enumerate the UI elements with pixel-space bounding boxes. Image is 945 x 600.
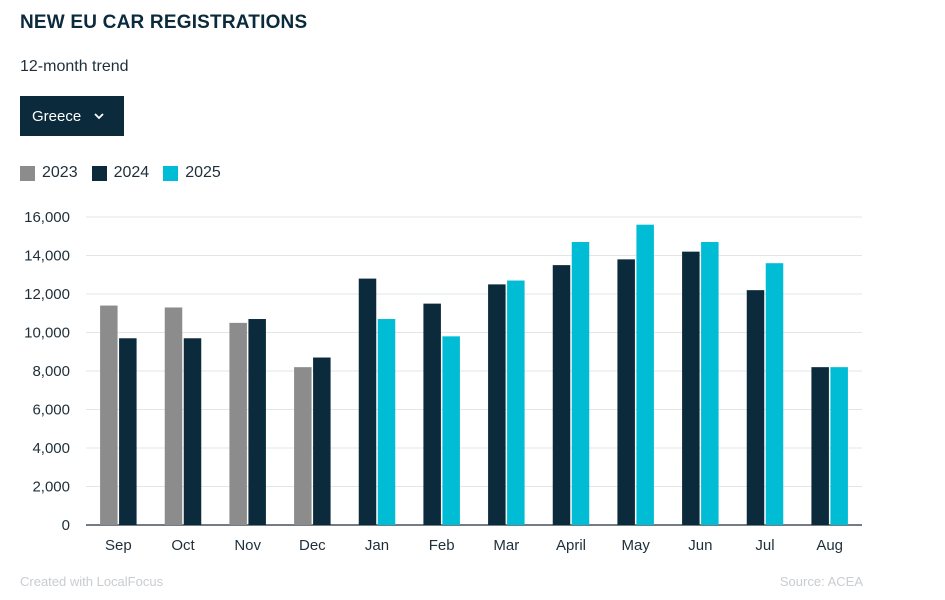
chevron-down-icon xyxy=(94,113,104,120)
y-tick-label: 10,000 xyxy=(24,325,70,342)
bar-2023-dec xyxy=(294,367,312,525)
bar-2025-jan xyxy=(377,319,396,525)
country-dropdown[interactable]: Greece xyxy=(20,96,124,136)
bar-2024-may xyxy=(617,259,635,525)
bar-2025-jun xyxy=(701,242,719,525)
bar-2023-oct xyxy=(164,307,183,525)
y-tick-label: 12,000 xyxy=(24,286,70,303)
bar-2024-dec xyxy=(313,357,331,525)
legend-item-2023[interactable]: 2023 xyxy=(20,164,78,182)
bar-2024-sep xyxy=(119,338,137,525)
y-tick-label: 4,000 xyxy=(32,440,70,457)
bar-2024-jul xyxy=(746,290,765,525)
bar-2024-oct xyxy=(183,338,202,525)
y-tick-label: 6,000 xyxy=(32,402,70,419)
legend-label-2023: 2023 xyxy=(42,164,78,181)
y-tick-label: 16,000 xyxy=(24,209,70,226)
y-tick-label: 2,000 xyxy=(32,479,70,496)
x-tick-label: April xyxy=(556,537,586,554)
legend: 2023 2024 2025 xyxy=(20,164,235,182)
x-tick-label: Jan xyxy=(365,537,389,554)
x-tick-label: Nov xyxy=(234,537,261,554)
x-tick-label: Aug xyxy=(816,537,843,554)
bar-2025-may xyxy=(636,224,654,525)
legend-swatch-2023 xyxy=(20,165,35,181)
bar-2024-nov xyxy=(248,319,266,525)
chart-title: NEW EU CAR REGISTRATIONS xyxy=(20,12,308,33)
x-tick-label: Mar xyxy=(493,537,519,554)
x-tick-label: Dec xyxy=(299,537,326,554)
bar-2023-sep xyxy=(100,305,118,525)
legend-swatch-2024 xyxy=(91,165,107,181)
bar-2025-feb xyxy=(442,336,460,525)
bar-2025-jul xyxy=(765,263,784,525)
chart-subtitle: 12-month trend xyxy=(20,58,129,75)
footer-credit[interactable]: Created with LocalFocus xyxy=(20,574,164,589)
y-tick-label: 0 xyxy=(62,517,70,534)
x-tick-label: Feb xyxy=(429,537,455,554)
bar-2025-aug xyxy=(830,367,848,525)
y-tick-label: 8,000 xyxy=(32,363,70,380)
x-tick-label: Sep xyxy=(105,537,132,554)
bar-2024-feb xyxy=(423,303,441,525)
x-tick-label: Jun xyxy=(688,537,712,554)
bar-2024-april xyxy=(552,265,571,525)
bar-2024-aug xyxy=(811,367,829,525)
legend-label-2025: 2025 xyxy=(185,164,221,181)
legend-item-2024[interactable]: 2024 xyxy=(91,164,150,182)
y-tick-label: 14,000 xyxy=(24,248,70,265)
legend-item-2025[interactable]: 2025 xyxy=(163,164,221,182)
footer-source: Source: ACEA xyxy=(779,574,863,589)
bar-2025-april xyxy=(571,242,590,525)
bar-2024-jan xyxy=(358,278,377,525)
bar-2024-mar xyxy=(488,284,506,525)
x-tick-label: Jul xyxy=(755,537,774,554)
bar-2024-jun xyxy=(682,251,700,525)
legend-swatch-2025 xyxy=(163,165,179,181)
bar-2025-mar xyxy=(507,280,525,525)
x-tick-label: May xyxy=(621,537,650,554)
bar-2023-nov xyxy=(229,322,247,525)
country-dropdown-value: Greece xyxy=(32,107,82,125)
x-tick-label: Oct xyxy=(171,537,195,554)
legend-label-2024: 2024 xyxy=(113,164,150,181)
